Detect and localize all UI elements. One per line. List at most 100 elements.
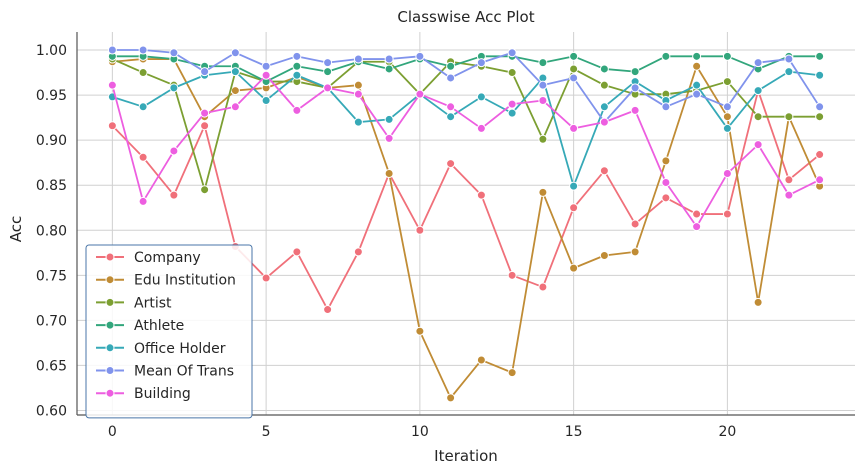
data-point-artist — [599, 80, 609, 90]
data-point-mean-of-trans — [692, 89, 702, 99]
legend-label: Building — [134, 386, 191, 402]
data-point-athlete — [661, 51, 671, 61]
data-point-edu-institution — [230, 86, 240, 96]
data-point-building — [476, 123, 486, 133]
series-line-office-holder — [112, 70, 820, 188]
legend-label: Mean Of Trans — [134, 364, 234, 380]
data-point-edu-institution — [476, 355, 486, 365]
series-building — [107, 70, 825, 232]
legend-swatch-marker — [105, 320, 115, 330]
legend-item-artist: Artist — [96, 295, 172, 311]
data-point-athlete — [323, 67, 333, 77]
legend-label: Artist — [134, 295, 172, 311]
data-point-office-holder — [261, 95, 271, 105]
legend-swatch-marker — [105, 275, 115, 285]
y-axis-ticks: 0.60 0.65 0.70 0.75 0.80 0.85 0.90 0.95 1.00 — [36, 43, 67, 419]
data-point-mean-of-trans — [815, 102, 825, 112]
data-point-artist — [815, 112, 825, 122]
data-point-building — [815, 175, 825, 185]
data-point-mean-of-trans — [230, 48, 240, 58]
data-point-edu-institution — [353, 80, 363, 90]
x-tick-label: 20 — [718, 424, 736, 440]
series-athlete — [107, 51, 825, 87]
data-point-building — [138, 196, 148, 206]
series-line-building — [111, 74, 821, 228]
x-tick-label: 5 — [262, 424, 271, 440]
legend-box — [85, 244, 253, 419]
data-point-mean-of-trans — [107, 45, 117, 55]
y-tick-label: 0.80 — [36, 223, 67, 239]
legend-item-building: Building — [96, 386, 191, 402]
data-point-mean-of-trans — [569, 73, 579, 83]
data-point-edu-institution — [415, 326, 425, 336]
data-point-office-holder — [784, 67, 794, 77]
data-point-edu-institution — [599, 250, 609, 260]
data-point-building — [569, 123, 579, 133]
data-point-athlete — [569, 51, 579, 61]
data-point-office-holder — [753, 86, 763, 96]
data-point-mean-of-trans — [323, 58, 333, 68]
data-point-company — [138, 152, 148, 162]
legend-label: Athlete — [134, 318, 184, 334]
data-point-office-holder — [692, 80, 702, 90]
legend-item-athlete: Athlete — [96, 318, 184, 334]
data-point-building — [323, 83, 333, 93]
data-point-mean-of-trans — [507, 48, 517, 58]
data-point-office-holder — [569, 181, 579, 191]
data-point-building — [722, 168, 732, 178]
data-point-athlete — [384, 64, 394, 74]
data-point-artist — [753, 112, 763, 122]
data-point-company — [569, 203, 579, 213]
data-point-company — [476, 190, 486, 200]
data-point-edu-institution — [569, 263, 579, 273]
data-point-mean-of-trans — [538, 80, 548, 90]
data-point-office-holder — [507, 108, 517, 118]
data-point-edu-institution — [692, 61, 702, 71]
data-point-company — [353, 247, 363, 257]
legend-swatch-marker — [105, 252, 115, 262]
x-tick-label: 15 — [565, 424, 583, 440]
data-point-company — [323, 305, 333, 315]
data-point-mean-of-trans — [353, 54, 363, 64]
data-point-artist — [200, 185, 210, 195]
series-company — [107, 86, 825, 315]
data-point-office-holder — [169, 83, 179, 93]
data-point-building — [630, 105, 640, 115]
data-point-mean-of-trans — [630, 83, 640, 93]
legend-item-edu-institution: Edu Institution — [96, 273, 236, 289]
data-point-company — [446, 159, 456, 169]
data-point-building — [661, 177, 671, 187]
series-line-mean-of-trans — [112, 49, 821, 124]
chart-title: Classwise Acc Plot — [397, 8, 534, 26]
data-point-building — [507, 99, 517, 109]
data-point-company — [599, 166, 609, 176]
data-point-mean-of-trans — [415, 51, 425, 61]
series-artist — [107, 54, 825, 195]
data-point-edu-institution — [722, 112, 732, 122]
data-point-building — [384, 133, 394, 143]
data-point-artist — [507, 68, 517, 78]
data-point-company — [630, 219, 640, 229]
y-tick-label: 0.75 — [36, 268, 67, 284]
legend-item-company: Company — [96, 250, 201, 266]
data-point-office-holder — [138, 102, 148, 112]
data-point-office-holder — [476, 92, 486, 102]
data-point-mean-of-trans — [169, 48, 179, 58]
series-edu-institution — [107, 54, 825, 403]
legend-label: Office Holder — [134, 341, 226, 357]
legend-label: Edu Institution — [134, 273, 236, 289]
legend-swatch-marker — [105, 366, 115, 375]
data-point-company — [661, 193, 671, 203]
legend-item-mean-of-trans: Mean Of Trans — [96, 364, 234, 380]
data-point-athlete — [446, 61, 456, 71]
x-axis-label: Iteration — [434, 447, 498, 465]
data-point-company — [815, 150, 825, 160]
data-point-building — [107, 80, 117, 90]
y-tick-label: 0.85 — [36, 178, 67, 194]
data-point-athlete — [599, 64, 609, 74]
data-point-mean-of-trans — [784, 54, 794, 64]
y-tick-label: 1.00 — [36, 43, 67, 59]
data-point-edu-institution — [446, 393, 456, 403]
data-point-mean-of-trans — [200, 67, 210, 77]
